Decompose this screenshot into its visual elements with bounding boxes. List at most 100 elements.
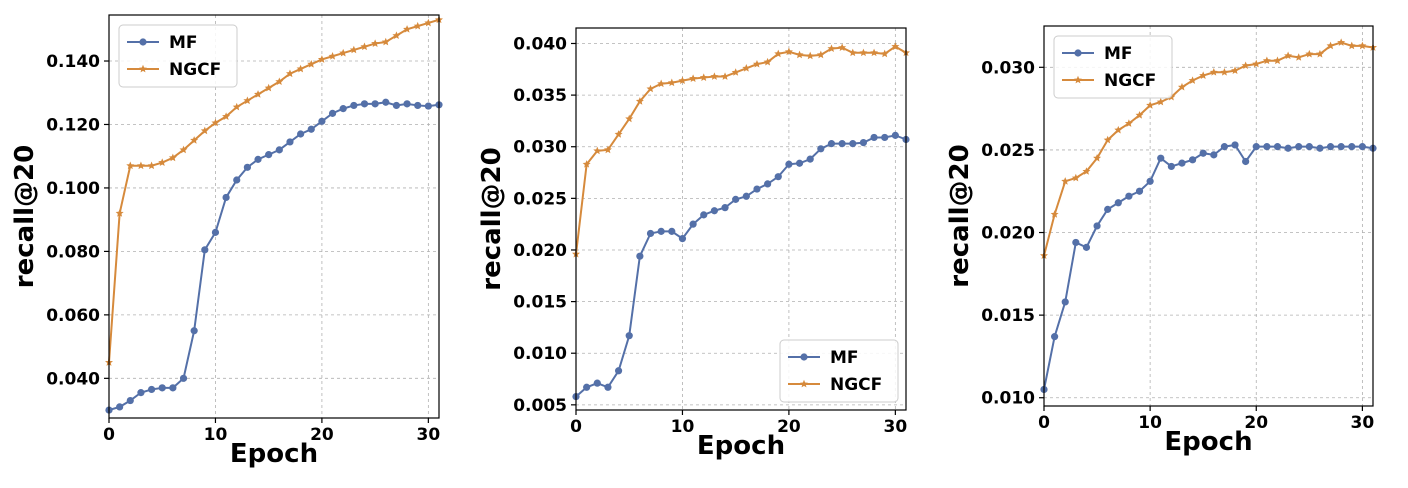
legend-label-ngcf: NGCF xyxy=(1104,71,1156,91)
y-axis-title: recall@20 xyxy=(945,144,975,287)
data-point-mf xyxy=(859,139,868,147)
x-tick-label: 10 xyxy=(671,417,695,437)
data-point-mf xyxy=(1125,192,1133,200)
data-point-ngcf xyxy=(307,59,316,68)
data-point-mf xyxy=(774,173,782,181)
data-point-ngcf xyxy=(1231,66,1240,75)
data-point-mf xyxy=(1188,156,1197,164)
data-point-mf xyxy=(1316,144,1324,152)
data-point-mf xyxy=(371,100,379,108)
data-point-ngcf xyxy=(190,136,199,144)
data-point-mf xyxy=(1157,154,1165,162)
x-tick-label: 20 xyxy=(1244,413,1268,433)
data-point-ngcf xyxy=(742,64,751,72)
data-point-ngcf xyxy=(392,31,401,40)
data-point-ngcf xyxy=(657,79,666,88)
data-point-ngcf xyxy=(254,90,263,98)
data-point-mf xyxy=(838,140,846,148)
y-tick-label: 0.020 xyxy=(981,224,1035,244)
x-tick-label: 20 xyxy=(310,425,334,445)
data-point-mf xyxy=(286,138,294,146)
x-tick-label: 30 xyxy=(884,417,908,437)
data-point-mf xyxy=(392,101,401,110)
data-point-ngcf xyxy=(1146,101,1155,109)
data-point-ngcf xyxy=(731,68,740,76)
data-point-mf xyxy=(1242,157,1250,166)
chart-panel-3: 0 10 20 30 0.010 0.015 0.020 0.025 0.030 Epoch rec… xyxy=(945,25,1377,457)
data-point-ngcf xyxy=(1071,173,1080,182)
legend-marker-ngcf xyxy=(1074,75,1082,84)
y-tick-label: 0.040 xyxy=(46,369,100,389)
data-point-mf xyxy=(1252,143,1260,151)
data-point-ngcf xyxy=(1273,56,1282,65)
data-point-ngcf xyxy=(147,161,156,170)
legend-label-mf: MF xyxy=(1104,44,1133,64)
data-point-ngcf xyxy=(827,44,836,53)
y-tick-label: 0.100 xyxy=(46,179,100,199)
data-point-ngcf xyxy=(721,72,730,80)
data-point-mf xyxy=(265,151,273,159)
data-point-ngcf xyxy=(784,47,793,56)
data-point-mf xyxy=(827,140,836,148)
data-point-ngcf xyxy=(1284,51,1293,60)
data-point-mf xyxy=(414,101,422,110)
data-point-ngcf xyxy=(710,72,719,80)
data-point-ngcf xyxy=(582,160,591,168)
data-point-mf xyxy=(1305,143,1313,151)
x-tick-label: 0 xyxy=(570,417,582,437)
data-point-mf xyxy=(795,159,804,167)
x-tick-label: 0 xyxy=(1038,413,1050,433)
data-point-ngcf xyxy=(806,51,815,60)
data-point-ngcf xyxy=(1252,59,1261,68)
data-point-mf xyxy=(243,163,251,171)
series-line-mf xyxy=(1043,143,1374,390)
data-point-mf xyxy=(1284,144,1292,152)
data-point-mf xyxy=(1178,159,1186,167)
data-point-mf xyxy=(1337,143,1345,151)
data-point-ngcf xyxy=(1305,49,1314,58)
data-point-ngcf xyxy=(126,161,135,170)
data-point-mf xyxy=(201,246,209,254)
data-point-ngcf xyxy=(1347,41,1356,50)
data-point-ngcf xyxy=(646,84,655,93)
plot-frame xyxy=(1043,25,1374,407)
data-point-ngcf xyxy=(371,39,380,47)
data-point-mf xyxy=(1072,238,1080,247)
data-point-mf xyxy=(1051,333,1059,341)
y-tick-label: 0.025 xyxy=(513,189,567,209)
data-point-mf xyxy=(625,332,633,340)
data-point-mf xyxy=(753,185,761,193)
data-point-mf xyxy=(126,396,134,405)
x-axis-title: Epoch xyxy=(1164,427,1252,457)
data-point-ngcf xyxy=(243,96,252,105)
x-tick-label: 30 xyxy=(1351,413,1375,433)
data-point-mf xyxy=(360,100,369,108)
data-point-ngcf xyxy=(339,48,348,57)
data-point-mf xyxy=(657,227,665,235)
data-point-mf xyxy=(817,145,825,153)
data-point-ngcf xyxy=(699,73,708,81)
data-point-ngcf xyxy=(222,112,231,120)
data-point-mf xyxy=(700,211,708,219)
x-tick-label: 10 xyxy=(1138,413,1162,433)
x-tick-label: 20 xyxy=(777,417,801,437)
y-tick-label: 0.140 xyxy=(46,52,100,72)
legend-box xyxy=(118,24,238,88)
y-axis-title: recall@20 xyxy=(10,145,40,288)
data-point-ngcf xyxy=(1358,41,1367,50)
legend-label-ngcf: NGCF xyxy=(169,60,221,80)
data-point-mf xyxy=(339,105,347,113)
data-point-ngcf xyxy=(593,146,602,155)
data-point-ngcf xyxy=(264,83,273,92)
data-point-mf xyxy=(614,367,623,375)
data-point-mf xyxy=(785,160,793,168)
data-point-mf xyxy=(678,235,687,243)
y-tick-label: 0.005 xyxy=(513,396,567,416)
data-point-ngcf xyxy=(211,118,220,127)
data-point-mf xyxy=(1231,141,1239,149)
legend: MF NGCF xyxy=(779,339,899,403)
y-tick-label: 0.120 xyxy=(46,115,100,135)
data-point-mf xyxy=(1135,187,1144,195)
data-point-mf xyxy=(169,384,177,392)
data-point-mf xyxy=(424,102,432,110)
